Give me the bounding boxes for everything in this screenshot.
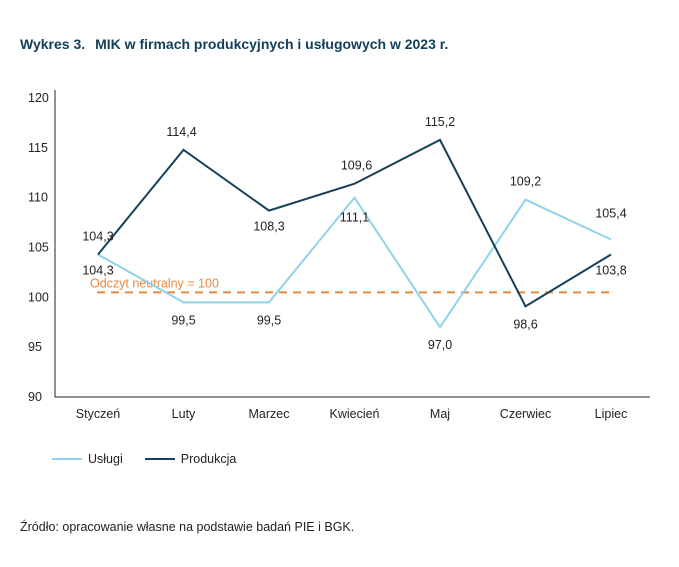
data-label-produkcja: 115,2 (425, 115, 455, 129)
series-line-produkcja (97, 138, 612, 308)
data-label-produkcja: 114,4 (166, 125, 196, 139)
legend: Usługi Produkcja (52, 452, 258, 466)
y-axis: 90 95 100 105 110 115 120 (28, 90, 56, 404)
y-tick-label: 120 (28, 91, 49, 105)
line-chart: 90 95 100 105 110 115 120 Styczeń Luty Marzec Kwi… (28, 90, 650, 421)
data-label-uslugi: 99,5 (171, 313, 195, 327)
data-label-uslugi: 109,2 (510, 175, 541, 189)
data-label-produkcja: 103,8 (595, 263, 626, 277)
x-tick-label: Marzec (249, 407, 290, 421)
x-tick-label: Styczeń (76, 407, 121, 421)
y-tick-label: 100 (28, 290, 49, 304)
series-line-uslugi (97, 195, 612, 330)
data-label-uslugi: 111,1 (340, 211, 369, 225)
x-tick-label: Czerwiec (500, 407, 551, 421)
legend-label-uslugi: Usługi (88, 452, 123, 466)
legend-item-produkcja: Produkcja (144, 452, 237, 466)
legend-swatch-uslugi (52, 458, 82, 460)
source-note: Źródło: opracowanie własne na podstawie … (20, 520, 355, 534)
data-label-produkcja: 98,6 (513, 317, 537, 331)
chart-title-number: Wykres 3. (20, 36, 86, 52)
legend-label-produkcja: Produkcja (180, 452, 237, 466)
y-tick-label: 105 (28, 241, 49, 255)
data-label-uslugi: 105,4 (595, 207, 626, 221)
data-label-produkcja: 108,3 (253, 220, 284, 234)
data-labels: 104,3 99,5 99,5 111,1 97,0 109,2 105,4 104,3 114… (82, 115, 626, 352)
y-tick-label: 110 (28, 191, 48, 205)
y-tick-label: 115 (28, 141, 48, 155)
data-label-produkcja: 104,3 (82, 229, 113, 243)
x-tick-label: Maj (430, 407, 450, 421)
chart-title: Wykres 3. MIK w firmach produkcyjnych i u… (20, 36, 448, 52)
data-label-uslugi: 97,0 (428, 338, 452, 352)
x-tick-label: Kwiecień (329, 407, 379, 421)
y-tick-label: 90 (28, 390, 42, 404)
data-label-produkcja: 109,6 (341, 159, 372, 173)
chart-title-text: MIK w firmach produkcyjnych i usługowych… (95, 36, 449, 52)
x-tick-label: Luty (172, 407, 196, 421)
series-group (97, 138, 612, 330)
legend-item-uslugi: Usługi (52, 452, 123, 466)
x-tick-label: Lipiec (595, 407, 628, 421)
reference-line-label: Odczyt neutralny = 100 (90, 276, 219, 290)
x-axis: Styczeń Luty Marzec Kwiecień Maj Czerwiec Lipi… (55, 396, 650, 421)
legend-swatch-produkcja (144, 458, 175, 460)
reference-line-group: Odczyt neutralny = 100 (90, 276, 612, 294)
data-label-uslugi: 104,3 (82, 263, 113, 277)
data-label-uslugi: 99,5 (257, 313, 281, 327)
y-tick-label: 95 (28, 340, 42, 354)
